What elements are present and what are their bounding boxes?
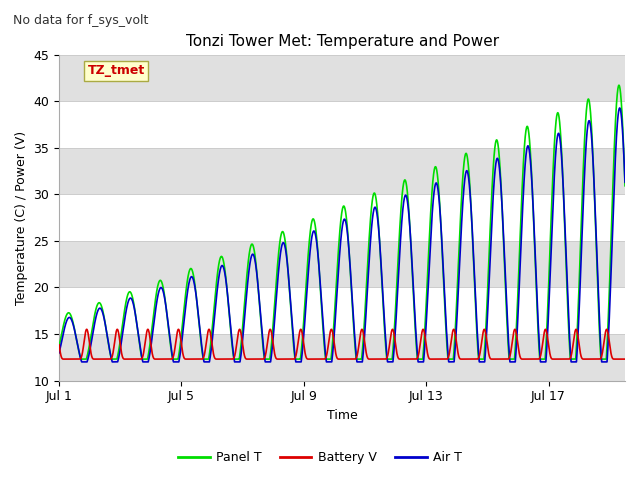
Text: TZ_tmet: TZ_tmet — [88, 64, 145, 77]
Title: Tonzi Tower Met: Temperature and Power: Tonzi Tower Met: Temperature and Power — [186, 34, 499, 49]
Bar — [59, 148, 625, 194]
Text: No data for f_sys_volt: No data for f_sys_volt — [13, 14, 148, 27]
Bar — [59, 334, 625, 381]
Legend: Panel T, Battery V, Air T: Panel T, Battery V, Air T — [173, 446, 467, 469]
Bar — [59, 241, 625, 288]
Y-axis label: Temperature (C) / Power (V): Temperature (C) / Power (V) — [15, 131, 28, 305]
Bar — [59, 55, 625, 101]
X-axis label: Time: Time — [326, 409, 358, 422]
